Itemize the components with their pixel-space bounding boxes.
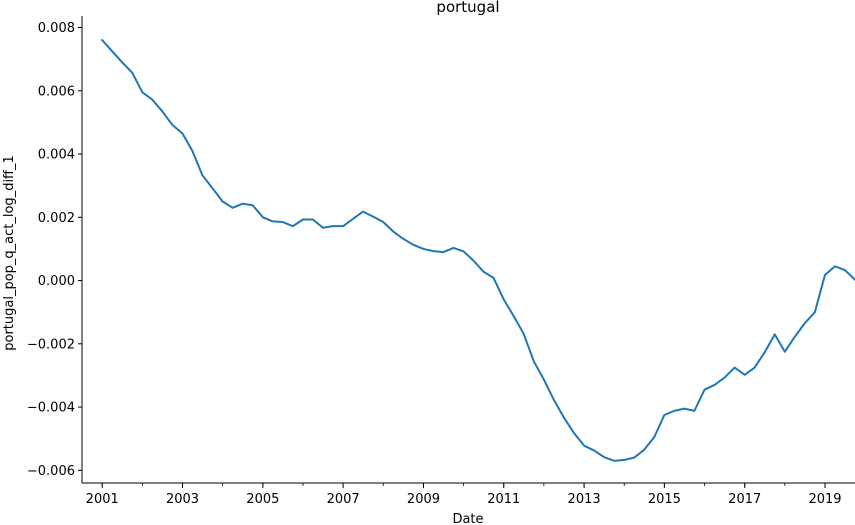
x-tick-label: 2001 — [86, 492, 119, 507]
y-tick-label: 0.006 — [38, 84, 75, 99]
y-tick-label: 0.000 — [38, 274, 75, 289]
series-line — [100, 38, 855, 462]
y-tick-label: −0.002 — [27, 337, 75, 352]
y-tick-label: 0.008 — [38, 21, 75, 36]
x-tick-label: 2005 — [246, 492, 279, 507]
y-tick-label: 0.004 — [38, 148, 75, 163]
x-tick-label: 2011 — [487, 492, 520, 507]
plot-area — [100, 38, 855, 462]
x-tick-label: 2013 — [568, 492, 601, 507]
y-axis: −0.006 −0.004 −0.002 0.000 0.002 0.004 0.006 0.… — [27, 16, 83, 483]
y-tick-label: −0.004 — [27, 401, 75, 416]
y-tick-label: 0.002 — [38, 211, 75, 226]
x-axis: 2001 2003 2005 2007 2009 2011 2013 2015 2017 2019 — [82, 482, 855, 507]
y-axis-label: portugal_pop_q_act_log_diff_1 — [2, 155, 17, 351]
chart-title: portugal — [436, 0, 499, 16]
x-tick-label: 2009 — [407, 492, 440, 507]
y-tick-label: −0.006 — [27, 464, 75, 479]
x-tick-label: 2003 — [166, 492, 199, 507]
x-tick-label: 2007 — [327, 492, 360, 507]
x-tick-label: 2019 — [808, 492, 841, 507]
x-axis-label: Date — [452, 512, 483, 525]
x-tick-label: 2015 — [648, 492, 681, 507]
x-tick-label: 2017 — [728, 492, 761, 507]
